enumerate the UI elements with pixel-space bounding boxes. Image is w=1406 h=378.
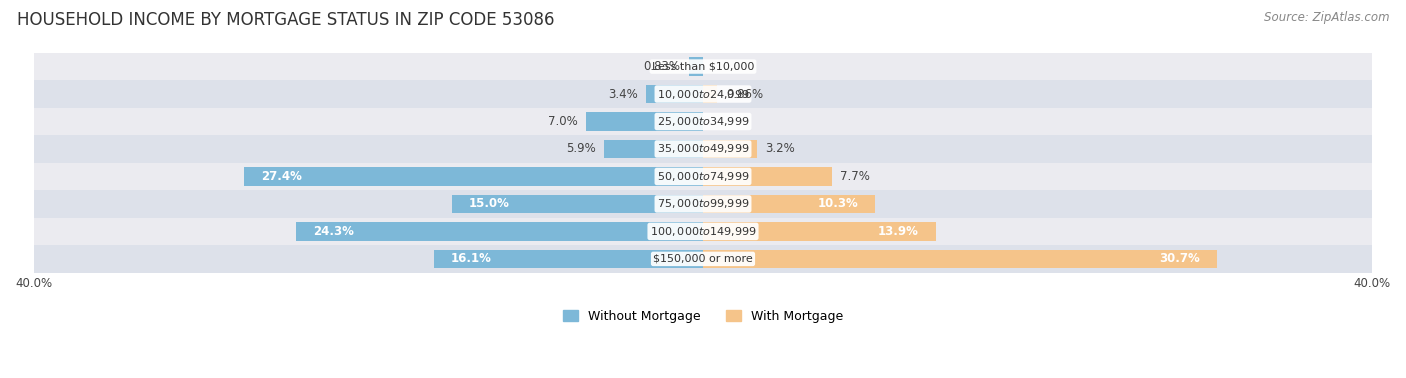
Text: $75,000 to $99,999: $75,000 to $99,999 bbox=[657, 197, 749, 211]
Bar bbox=[703, 249, 1216, 268]
Text: Less than $10,000: Less than $10,000 bbox=[652, 62, 754, 71]
Text: $10,000 to $24,999: $10,000 to $24,999 bbox=[657, 88, 749, 101]
Text: $35,000 to $49,999: $35,000 to $49,999 bbox=[657, 143, 749, 155]
Text: 27.4%: 27.4% bbox=[262, 170, 302, 183]
Bar bbox=[689, 57, 703, 76]
Text: 0.86%: 0.86% bbox=[725, 88, 763, 101]
Bar bbox=[34, 80, 1372, 108]
Bar bbox=[34, 190, 1372, 218]
Text: 5.9%: 5.9% bbox=[567, 143, 596, 155]
Text: 30.7%: 30.7% bbox=[1160, 253, 1201, 265]
Text: 15.0%: 15.0% bbox=[468, 197, 509, 211]
Text: $150,000 or more: $150,000 or more bbox=[654, 254, 752, 264]
Text: 3.2%: 3.2% bbox=[765, 143, 794, 155]
Text: $25,000 to $34,999: $25,000 to $34,999 bbox=[657, 115, 749, 128]
Bar bbox=[433, 249, 703, 268]
Text: Source: ZipAtlas.com: Source: ZipAtlas.com bbox=[1264, 11, 1389, 24]
Legend: Without Mortgage, With Mortgage: Without Mortgage, With Mortgage bbox=[558, 305, 848, 328]
Bar bbox=[647, 85, 703, 103]
Bar bbox=[34, 135, 1372, 163]
Text: 10.3%: 10.3% bbox=[818, 197, 859, 211]
Bar bbox=[703, 195, 876, 213]
Bar bbox=[605, 139, 703, 158]
Text: 7.7%: 7.7% bbox=[841, 170, 870, 183]
Bar bbox=[34, 245, 1372, 273]
Text: 13.9%: 13.9% bbox=[877, 225, 920, 238]
Bar bbox=[34, 218, 1372, 245]
Text: 7.0%: 7.0% bbox=[548, 115, 578, 128]
Text: $50,000 to $74,999: $50,000 to $74,999 bbox=[657, 170, 749, 183]
Bar bbox=[297, 222, 703, 241]
Bar bbox=[34, 108, 1372, 135]
Text: 3.4%: 3.4% bbox=[607, 88, 638, 101]
Text: 24.3%: 24.3% bbox=[314, 225, 354, 238]
Bar bbox=[703, 85, 717, 103]
Bar bbox=[703, 222, 935, 241]
Text: 16.1%: 16.1% bbox=[450, 253, 491, 265]
Bar bbox=[34, 163, 1372, 190]
Bar bbox=[245, 167, 703, 186]
Bar bbox=[451, 195, 703, 213]
Bar bbox=[34, 53, 1372, 80]
Bar bbox=[586, 112, 703, 131]
Bar bbox=[703, 139, 756, 158]
Text: HOUSEHOLD INCOME BY MORTGAGE STATUS IN ZIP CODE 53086: HOUSEHOLD INCOME BY MORTGAGE STATUS IN Z… bbox=[17, 11, 554, 29]
Text: $100,000 to $149,999: $100,000 to $149,999 bbox=[650, 225, 756, 238]
Bar bbox=[703, 167, 832, 186]
Text: 0.83%: 0.83% bbox=[644, 60, 681, 73]
